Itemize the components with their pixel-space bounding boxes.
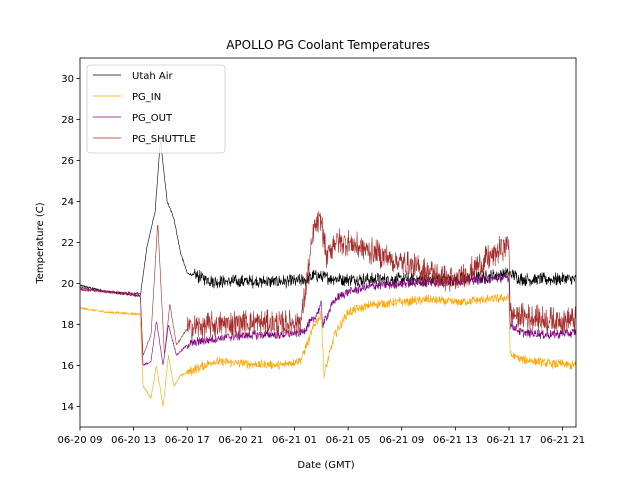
legend-label-pg-out: PG_OUT (132, 113, 173, 124)
y-tick-label: 26 (61, 156, 74, 167)
y-axis: 14 16 18 20 22 24 26 28 30 (61, 74, 80, 413)
x-axis-label: Date (GMT) (297, 460, 354, 471)
series-line-utah-air (80, 140, 576, 298)
y-tick-label: 16 (61, 361, 74, 372)
series-layer (80, 140, 576, 407)
x-tick-label: 06-20 21 (218, 435, 263, 446)
y-axis-label: Temperature (C) (35, 202, 46, 284)
y-tick-label: 24 (61, 197, 74, 208)
y-tick-label: 20 (61, 279, 74, 290)
y-tick-label: 28 (61, 115, 74, 126)
x-tick-label: 06-20 17 (165, 435, 210, 446)
y-tick-label: 18 (61, 320, 74, 331)
x-tick-label: 06-21 09 (379, 435, 424, 446)
y-tick-label: 30 (61, 74, 74, 85)
x-tick-label: 06-21 21 (540, 435, 585, 446)
y-tick-label: 22 (61, 238, 74, 249)
x-tick-label: 06-21 05 (326, 435, 371, 446)
legend-box (86, 64, 226, 154)
x-tick-label: 06-21 17 (486, 435, 531, 446)
legend-label-pg-in: PG_IN (132, 92, 161, 103)
legend: Utah Air PG_IN PG_OUT PG_SHUTTLE (86, 64, 226, 154)
series-line-pg-shuttle (80, 211, 576, 356)
x-tick-label: 06-20 09 (58, 435, 103, 446)
series-line-pg-out (80, 272, 576, 366)
x-tick-label: 06-21 13 (433, 435, 478, 446)
legend-label-utah-air: Utah Air (132, 71, 174, 82)
legend-label-pg-shuttle: PG_SHUTTLE (132, 134, 196, 145)
chart-title: APOLLO PG Coolant Temperatures (226, 38, 430, 52)
x-tick-label: 06-21 01 (272, 435, 317, 446)
series-line-pg-in (80, 293, 576, 407)
x-axis: 06-20 09 06-20 13 06-20 17 06-20 21 06-21 01… (58, 427, 585, 446)
x-tick-label: 06-20 13 (111, 435, 156, 446)
y-tick-label: 14 (61, 402, 74, 413)
